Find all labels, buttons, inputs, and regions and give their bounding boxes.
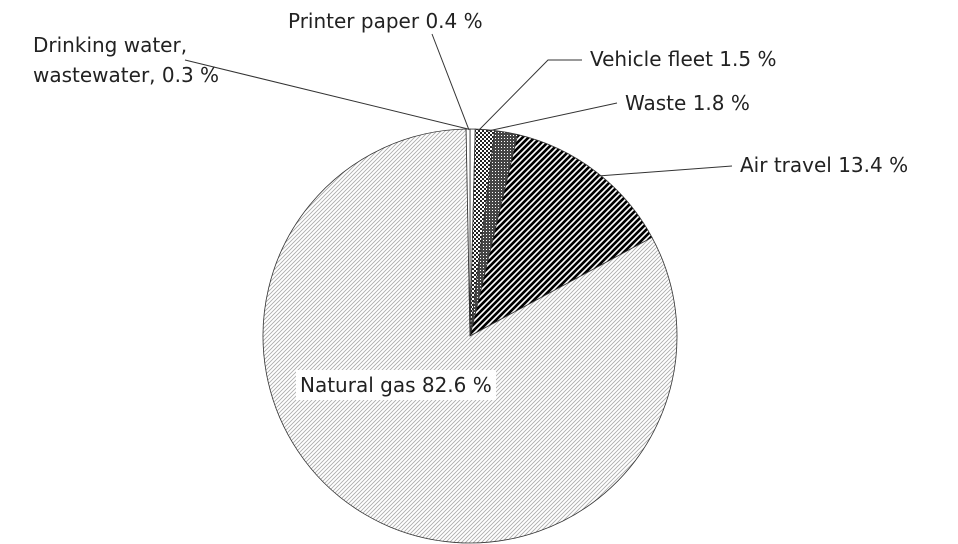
pie-slice [469, 134, 653, 337]
leader-line [184, 59, 469, 130]
leader-line [487, 102, 618, 132]
value-label: 1.5 % [719, 47, 777, 71]
slice-label: Natural gas 82.6 % [296, 370, 496, 400]
leader-line [431, 33, 470, 131]
slice-label: Vehicle fleet 1.5 % [590, 44, 776, 74]
value-label: 13.4 % [838, 153, 909, 177]
leader-line [597, 165, 733, 177]
category-name: Natural gas [300, 373, 416, 397]
slice-label: Air travel 13.4 % [740, 150, 908, 180]
value-label: 82.6 % [421, 373, 492, 397]
category-name: Waste [625, 91, 687, 115]
category-name: Air travel [740, 153, 832, 177]
leader-line [477, 59, 582, 132]
slice-label: Drinking water, wastewater, 0.3 % [33, 30, 293, 90]
slice-label: Waste 1.8 % [625, 88, 750, 118]
value-label: 1.8 % [692, 91, 750, 115]
slice-label: Printer paper 0.4 % [288, 6, 483, 36]
category-name: Printer paper [288, 9, 420, 33]
value-label: 0.3 % [161, 63, 220, 87]
category-name: Vehicle fleet [590, 47, 713, 71]
pie-slice [262, 128, 678, 544]
category-name: Drinking water, wastewater, [33, 33, 188, 87]
value-label: 0.4 % [425, 9, 483, 33]
